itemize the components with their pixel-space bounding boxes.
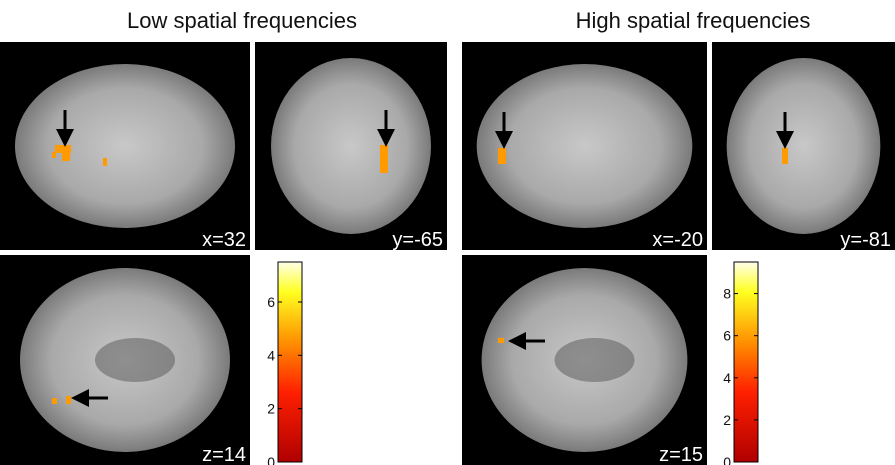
- tick-label: 6: [267, 294, 275, 310]
- panel-title: Low spatial frequencies: [127, 8, 357, 33]
- tick-label: 0: [267, 454, 275, 465]
- view-label: y=-81: [840, 229, 891, 251]
- brain: [15, 64, 235, 228]
- activation: [66, 396, 71, 404]
- view-label: z=15: [659, 444, 703, 465]
- figure: Low spatial frequencies x=32 y=-65 z=14 0 2 4 6…: [0, 0, 895, 465]
- colorbar: [734, 262, 758, 462]
- ventricle: [555, 338, 635, 382]
- panel-title: High spatial frequencies: [576, 8, 811, 33]
- activation: [498, 338, 504, 343]
- activation: [498, 148, 506, 164]
- activation: [380, 145, 388, 173]
- activation: [52, 152, 56, 158]
- brain: [477, 64, 693, 228]
- view-label: x=32: [202, 229, 246, 251]
- ventricle: [95, 338, 175, 382]
- tick-label: 0: [723, 454, 731, 465]
- activation: [62, 145, 70, 161]
- brain: [271, 58, 431, 234]
- tick-label: 6: [723, 328, 731, 344]
- view-label: z=14: [202, 444, 246, 465]
- activation: [103, 158, 107, 166]
- activation: [52, 398, 57, 404]
- tick-label: 8: [723, 286, 731, 302]
- colorbar: [278, 262, 302, 462]
- view-label: x=-20: [652, 229, 703, 251]
- tick-label: 2: [723, 412, 731, 428]
- brain: [727, 58, 881, 234]
- tick-label: 2: [267, 401, 275, 417]
- view-label: y=-65: [392, 229, 443, 251]
- activation: [782, 148, 788, 164]
- tick-label: 4: [723, 370, 731, 386]
- tick-label: 4: [267, 347, 275, 363]
